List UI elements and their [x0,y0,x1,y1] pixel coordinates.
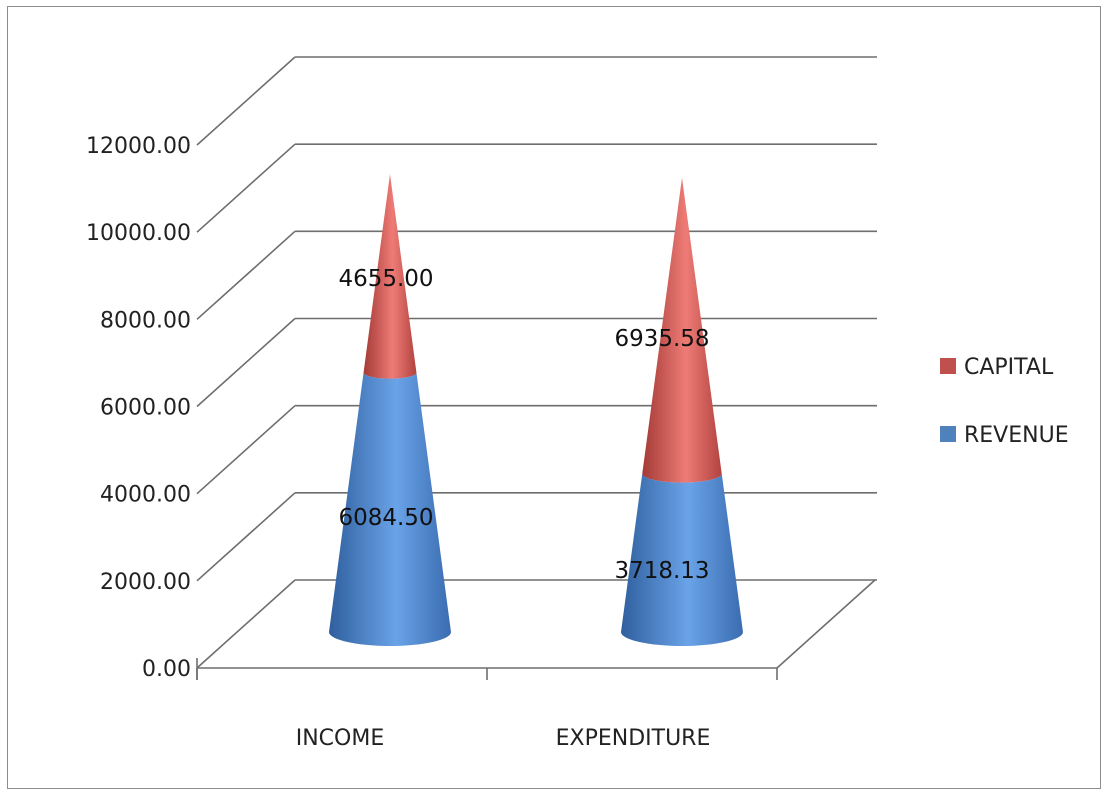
legend-swatch-capital [940,358,956,374]
category-labels: INCOME EXPENDITURE [296,726,711,751]
cones [329,174,743,646]
gridline-side-2 [196,405,296,495]
category-label-expenditure: EXPENDITURE [556,726,711,751]
floor-right-edge [776,579,876,669]
legend-label-revenue: REVENUE [964,423,1069,448]
gridlines [196,56,877,669]
y-tick-label: 8000.00 [100,308,191,333]
legend: CAPITAL REVENUE [940,355,1069,448]
y-tick-labels: 0.00 2000.00 4000.00 6000.00 8000.00 10000.00… [86,134,191,682]
category-label-income: INCOME [296,726,385,751]
chart-frame [7,6,1101,789]
data-label-capital-expenditure: 6935.58 [614,326,709,352]
cone-segment-revenue-expenditure [621,473,743,646]
cone-segment-capital-expenditure [642,177,722,483]
gridline-side-1 [196,492,296,582]
gridline-side-4 [196,230,296,320]
data-labels: 6084.50 4655.00 3718.13 6935.58 [338,266,709,584]
y-tick-label: 10000.00 [86,221,191,246]
y-tick-label: 2000.00 [100,570,191,595]
y-tick-label: 4000.00 [100,483,191,508]
data-label-capital-income: 4655.00 [338,266,433,292]
cone-segment-capital-income [363,174,417,379]
y-tick-label: 0.00 [142,657,191,682]
cone-segment-revenue-income [329,372,451,646]
gridline-side-5 [196,143,296,233]
gridline-side-6 [196,56,296,146]
gridline-side-0 [196,579,296,669]
gridline-side-3 [196,317,296,408]
data-label-revenue-income: 6084.50 [338,505,433,531]
y-tick-label: 6000.00 [100,396,191,421]
legend-label-capital: CAPITAL [964,355,1054,380]
axes [196,579,876,680]
y-tick-label: 12000.00 [86,134,191,159]
data-label-revenue-expenditure: 3718.13 [614,558,709,584]
legend-swatch-revenue [940,426,956,442]
